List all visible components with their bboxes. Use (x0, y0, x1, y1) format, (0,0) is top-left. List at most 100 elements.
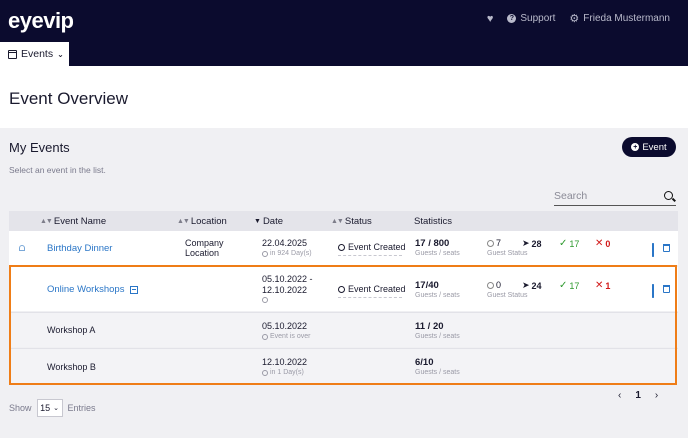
cross-icon: ✕ (595, 238, 604, 249)
event-date: 22.04.2025 (262, 238, 308, 248)
status-underline (338, 255, 402, 256)
guest-seats-label: Guests / seats (415, 250, 460, 257)
event-date-note-text: in 1 Day(s) (270, 369, 304, 376)
column-status-label: Status (344, 216, 372, 227)
question-icon: ? (507, 14, 517, 23)
status-underline (338, 297, 402, 298)
event-date: 05.10.2022 (262, 321, 308, 331)
table-row[interactable]: Workshop A 05.10.2022 Event is over 11 /… (9, 312, 678, 347)
column-header-date[interactable]: ▼ Date (254, 216, 283, 227)
user-name: Frieda Mustermann (583, 13, 670, 24)
guest-seats: 11 / 20 (415, 321, 444, 332)
event-location: Company Location (185, 238, 224, 258)
clock-icon (262, 250, 268, 257)
guests-declined-count: 1 (605, 280, 611, 291)
guest-seats-label: Guests / seats (415, 333, 460, 340)
tab-events[interactable]: Events ⌄ (0, 42, 69, 66)
search-icon[interactable] (664, 191, 673, 200)
guest-seats: 17 / 800 (415, 238, 450, 249)
search-input[interactable] (554, 189, 654, 202)
event-name-link[interactable]: Birthday Dinner (47, 243, 113, 254)
eyevip-logo[interactable]: eyevip (8, 8, 74, 34)
column-header-status[interactable]: ▲▼ Status (331, 216, 372, 227)
column-header-name[interactable]: ▲▼ Event Name (40, 216, 106, 227)
section-hint: Select an event in the list. (9, 165, 106, 175)
event-date: 12.10.2022 (262, 357, 308, 367)
open-circle-icon (487, 281, 494, 289)
tab-events-label: Events (21, 48, 54, 60)
user-menu[interactable]: ⚙ Frieda Mustermann (569, 12, 670, 25)
copy-icon[interactable] (652, 243, 654, 257)
top-navbar: eyevip ♥ ? Support ⚙ Frieda Mustermann (0, 0, 688, 66)
event-date-note-text: in 924 Day(s) (270, 250, 312, 257)
guests-accepted-count: 17 (569, 280, 580, 291)
page-size-value: 15 (40, 403, 51, 413)
add-event-button[interactable]: + Event (622, 137, 676, 157)
prev-page-button[interactable]: ‹ (618, 390, 622, 401)
sort-icon: ▲▼ (177, 218, 190, 225)
support-label: Support (520, 13, 556, 24)
page-number[interactable]: 1 (635, 390, 641, 401)
copy-icon[interactable] (652, 284, 654, 298)
support-link[interactable]: ? Support (507, 13, 555, 24)
event-name-group: Online Workshops (47, 284, 139, 295)
guests-open: 0 (487, 280, 501, 290)
guests-invited: ➤ 24 (522, 280, 542, 291)
page-title: Event Overview (9, 89, 129, 108)
calendar-icon (8, 49, 17, 59)
paper-plane-icon: ➤ (522, 280, 530, 290)
guest-seats-label: Guests / seats (415, 292, 460, 299)
page-size-control: Show 15 ⌄ Entries (9, 399, 96, 417)
guests-declined-count: 0 (605, 238, 611, 249)
page-size-select[interactable]: 15 ⌄ (36, 399, 63, 417)
sub-event-name: Workshop A (47, 325, 96, 335)
trash-icon[interactable] (663, 285, 670, 293)
sort-icon: ▲▼ (40, 218, 53, 225)
chevron-down-icon: ⌄ (53, 405, 59, 412)
guests-open: 7 (487, 238, 501, 248)
check-icon: ✓ (559, 280, 568, 291)
column-location-label: Location (190, 216, 227, 227)
add-event-label: Event (642, 141, 667, 153)
event-status[interactable]: Event Created (338, 284, 406, 298)
guests-invited-count: 28 (531, 238, 542, 249)
guest-status-label: Guest Status (487, 292, 528, 299)
event-name-link[interactable]: Online Workshops (47, 284, 125, 295)
table-row[interactable]: Online Workshops 05.10.2022 - 12.10.2022… (9, 267, 678, 311)
bell-icon (19, 245, 25, 251)
show-label: Show (9, 403, 32, 413)
event-date-note-text: Event is over (270, 333, 311, 340)
next-page-button[interactable]: › (654, 390, 659, 401)
section-title: My Events (9, 140, 70, 155)
guests-accepted-count: 17 (569, 238, 580, 249)
event-date-note: in 924 Day(s) (262, 250, 312, 257)
guests-invited-count: 24 (531, 280, 542, 291)
status-circle-icon (338, 285, 345, 293)
column-date-label: Date (262, 216, 284, 227)
event-status[interactable]: Event Created (338, 242, 406, 256)
entries-label: Entries (67, 403, 96, 413)
guest-status-label: Guest Status (487, 250, 528, 257)
trash-icon[interactable] (663, 244, 670, 252)
table-row[interactable]: Birthday Dinner Company Location 22.04.2… (9, 231, 678, 265)
event-date-note: in 1 Day(s) (262, 369, 304, 376)
guests-declined: ✕ 1 (595, 280, 610, 291)
heart-icon[interactable]: ♥ (486, 12, 494, 25)
table-header: ▲▼ Event Name ▲▼ Location ▼ Date ▲▼ Stat… (9, 211, 678, 231)
clock-icon (262, 297, 268, 303)
guests-invited: ➤ 28 (522, 238, 542, 249)
paper-plane-icon: ➤ (522, 238, 530, 248)
guests-declined: ✕ 0 (595, 238, 610, 249)
table-row[interactable]: Workshop B 12.10.2022 in 1 Day(s) 6/10 G… (9, 348, 678, 384)
status-label: Event Created (348, 284, 406, 294)
event-date-note (262, 297, 268, 303)
sub-event-name: Workshop B (47, 362, 96, 372)
clock-icon (262, 333, 268, 340)
status-content: Event Created (338, 284, 406, 294)
collapse-icon[interactable] (130, 285, 139, 294)
guests-open-count: 0 (496, 280, 502, 290)
sort-desc-icon: ▼ (254, 218, 261, 225)
column-header-location[interactable]: ▲▼ Location (177, 216, 227, 227)
guests-accepted: ✓ 17 (559, 280, 579, 291)
status-circle-icon (338, 243, 345, 251)
